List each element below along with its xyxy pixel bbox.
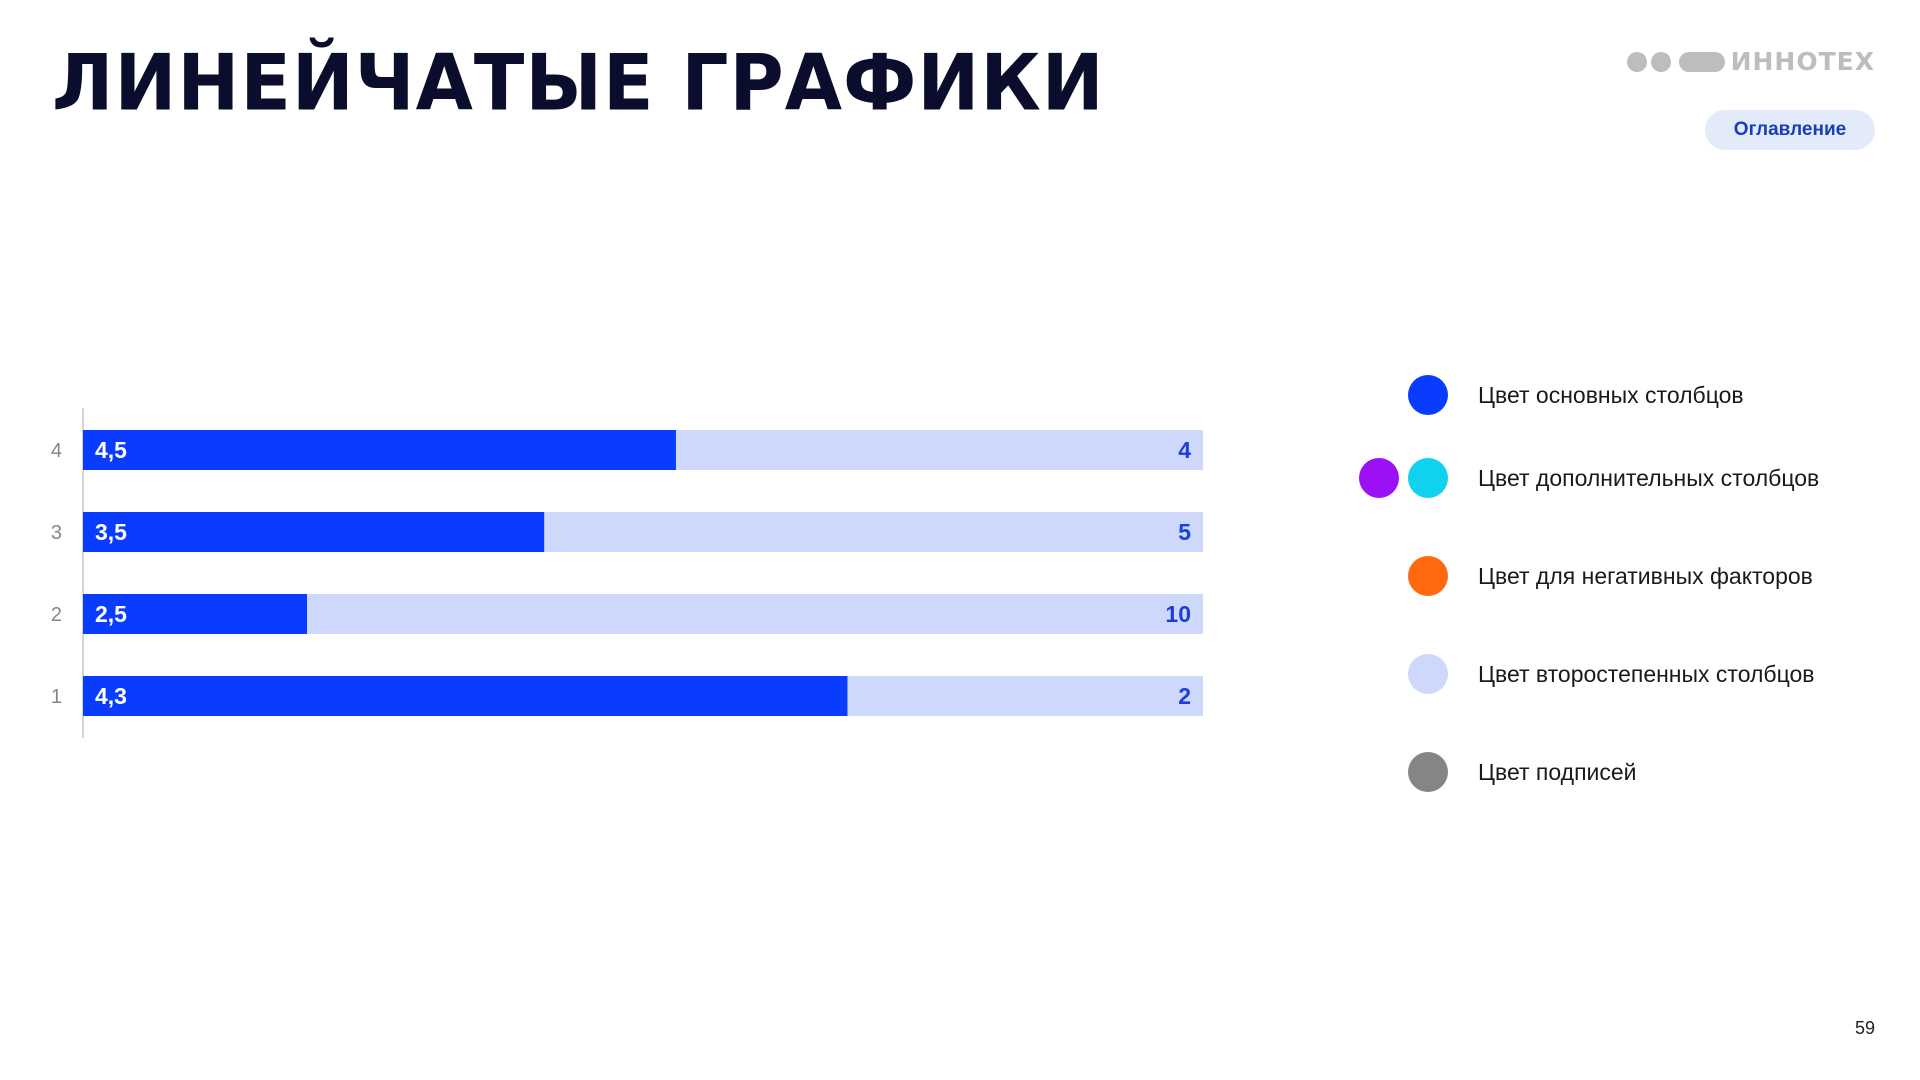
table-of-contents-button[interactable]: Оглавление bbox=[1705, 110, 1875, 150]
slide-title: ЛИНЕЙЧАТЫЕ ГРАФИКИ bbox=[52, 38, 1105, 129]
data-label-primary-1: 4,3 bbox=[95, 683, 127, 709]
data-label-secondary-4: 4 bbox=[1178, 437, 1191, 463]
bar-primary-1 bbox=[83, 676, 848, 716]
bar-primary-4 bbox=[83, 430, 676, 470]
y-tick-label-3: 3 bbox=[51, 522, 62, 544]
logo-pill-icon bbox=[1678, 52, 1725, 72]
y-tick-label-1: 1 bbox=[51, 686, 62, 708]
page-number: 59 bbox=[1854, 1018, 1875, 1038]
data-label-primary-3: 3,5 bbox=[95, 519, 127, 545]
y-tick-label-2: 2 bbox=[51, 604, 62, 626]
data-label-secondary-1: 2 bbox=[1178, 683, 1191, 709]
bar-primary-3 bbox=[83, 512, 545, 552]
brand-logo: ИННОТЕХ bbox=[1626, 47, 1875, 76]
logo-dot-icon bbox=[1650, 52, 1671, 72]
data-label-primary-2: 2,5 bbox=[95, 601, 127, 627]
data-label-secondary-2: 10 bbox=[1165, 601, 1191, 627]
logo-dot-icon bbox=[1626, 52, 1647, 72]
data-label-primary-4: 4,5 bbox=[95, 437, 127, 463]
logo-text: ИННОТЕХ bbox=[1730, 47, 1875, 76]
y-tick-label-4: 4 bbox=[51, 440, 62, 462]
data-label-secondary-3: 5 bbox=[1178, 519, 1191, 545]
bar-primary-2 bbox=[83, 594, 307, 634]
